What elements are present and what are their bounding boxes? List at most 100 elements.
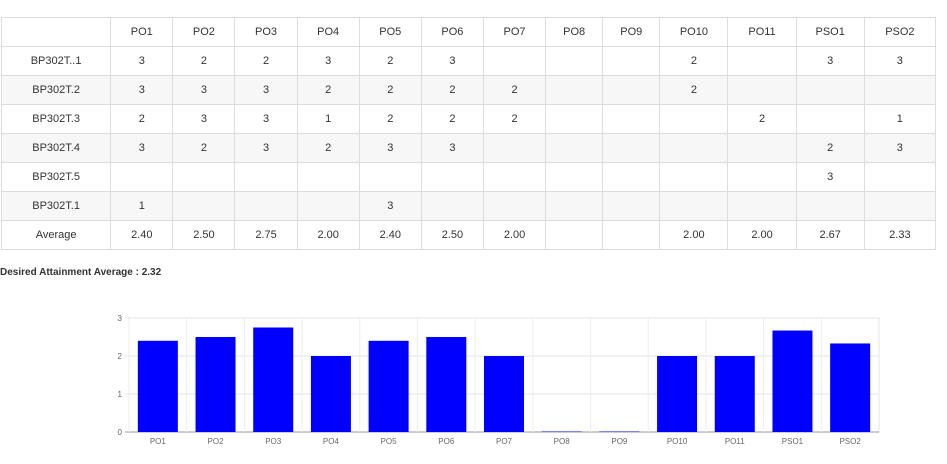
attainment-bar-chart: 0 1 2 3 PO1 PO2 PO3 PO4 PO5 PO6 PO7 PO8 PO9 PO10 PO11 P…: [118, 314, 880, 446]
table-cell: [863, 191, 937, 221]
table-cell: 3: [420, 46, 484, 76]
x-tick-label: PO4: [323, 437, 340, 446]
table-cell: 2.40: [110, 220, 174, 250]
x-tick-label: PO5: [381, 437, 398, 446]
table-cell: [545, 162, 604, 192]
x-tick-label: PO9: [611, 437, 628, 446]
x-tick-label: PO11: [725, 437, 745, 446]
x-tick-label: PSO2: [839, 437, 861, 446]
x-tick-label: PO8: [554, 437, 571, 446]
table-row: BP302T.1 1 3: [0, 191, 937, 221]
table-cell: 3: [358, 191, 422, 221]
table-cell: [420, 191, 484, 221]
table-row: BP302T..1 3 2 2 3 2 3 2 3 3: [0, 46, 937, 76]
table-cell: 2: [420, 75, 484, 105]
row-label: BP302T.5: [0, 162, 112, 192]
table-cell: 3: [172, 75, 236, 105]
table-cell: [358, 162, 422, 192]
table-row: Average 2.40 2.50 2.75 2.00 2.40 2.50 2.00 2.00 2…: [0, 220, 937, 250]
row-label: BP302T.1: [0, 191, 112, 221]
table-cell: [795, 75, 865, 105]
bar-po4[interactable]: [310, 356, 351, 432]
table-cell: [545, 220, 604, 250]
table-cell: 3: [234, 75, 298, 105]
table-cell: 2.67: [795, 220, 865, 250]
attainment-table: PO1 PO2 PO3 PO4 PO5 PO6 PO7 PO8 PO9 PO10 PO11 PSO1 P…: [0, 17, 937, 250]
bar-pso2[interactable]: [830, 343, 871, 432]
table-cell: [545, 46, 604, 76]
table-cell: [727, 46, 797, 76]
bar-po8[interactable]: [541, 431, 582, 432]
bar-po3[interactable]: [253, 327, 294, 433]
table-cell: [795, 191, 865, 221]
table-cell: 2.50: [420, 220, 484, 250]
table-cell: [482, 46, 547, 76]
table-cell: 3: [863, 46, 937, 76]
table-cell: 2: [482, 75, 547, 105]
table-cell: 3: [110, 75, 174, 105]
table-cell: 2.50: [172, 220, 236, 250]
table-cell: 2.00: [659, 220, 729, 250]
table-cell: [602, 162, 661, 192]
table-cell: [727, 75, 797, 105]
table-cell: 3: [358, 133, 422, 163]
table-cell: 2: [795, 133, 865, 163]
table-cell: 3: [795, 162, 865, 192]
table-cell: [795, 104, 865, 134]
table-cell: 3: [863, 133, 937, 163]
x-tick-label: PO2: [208, 437, 225, 446]
bar-po10[interactable]: [657, 356, 698, 432]
table-cell: [545, 191, 604, 221]
bar-po2[interactable]: [195, 337, 236, 432]
row-label: BP302T.3: [0, 104, 112, 134]
table-row: BP302T.5 3: [0, 162, 937, 192]
table-cell: 2: [482, 104, 547, 134]
table-cell: [659, 133, 729, 163]
row-label: Average: [0, 220, 112, 250]
column-header-po10: PO10: [659, 17, 729, 47]
table-cell: 2: [358, 75, 422, 105]
table-cell: [234, 191, 298, 221]
table-cell: 1: [296, 104, 360, 134]
table-cell: [659, 191, 729, 221]
column-header-po6: PO6: [420, 17, 484, 47]
table-cell: 2: [110, 104, 174, 134]
table-cell: [172, 162, 236, 192]
table-cell: [545, 104, 604, 134]
table-row: BP302T.3 2 3 3 1 2 2 2 2 1: [0, 104, 937, 134]
table-cell: [545, 133, 604, 163]
table-cell: [420, 162, 484, 192]
table-cell: 3: [795, 46, 865, 76]
table-row: BP302T.2 3 3 3 2 2 2 2 2: [0, 75, 937, 105]
table-cell: [172, 191, 236, 221]
y-tick-label: 3: [118, 314, 123, 323]
bar-po6[interactable]: [426, 337, 467, 432]
table-cell: [602, 133, 661, 163]
desired-attainment-label: Desired Attainment Average :: [0, 267, 142, 278]
table-cell: 1: [110, 191, 174, 221]
table-cell: [602, 46, 661, 76]
column-header-po8: PO8: [545, 17, 604, 47]
table-cell: 2.75: [234, 220, 298, 250]
table-cell: 2: [420, 104, 484, 134]
bar-pso1[interactable]: [772, 330, 813, 432]
table-cell: 3: [172, 104, 236, 134]
y-tick-label: 2: [118, 352, 123, 361]
table-cell: 2: [659, 75, 729, 105]
column-header-po3: PO3: [234, 17, 298, 47]
table-cell: [482, 133, 547, 163]
table-cell: [863, 75, 937, 105]
bar-po5[interactable]: [368, 340, 409, 432]
column-header-pso1: PSO1: [795, 17, 865, 47]
table-cell: 3: [110, 46, 174, 76]
table-cell: [602, 75, 661, 105]
bar-po9[interactable]: [599, 431, 640, 432]
table-cell: 1: [863, 104, 937, 134]
table-cell: [110, 162, 174, 192]
bar-po7[interactable]: [484, 356, 524, 432]
table-cell: 2: [727, 104, 797, 134]
bar-po1[interactable]: [137, 340, 178, 432]
table-cell: 2: [296, 75, 360, 105]
bar-po11[interactable]: [714, 356, 755, 432]
header-row: PO1 PO2 PO3 PO4 PO5 PO6 PO7 PO8 PO9 PO10 PO11 PSO1 P…: [0, 17, 937, 47]
